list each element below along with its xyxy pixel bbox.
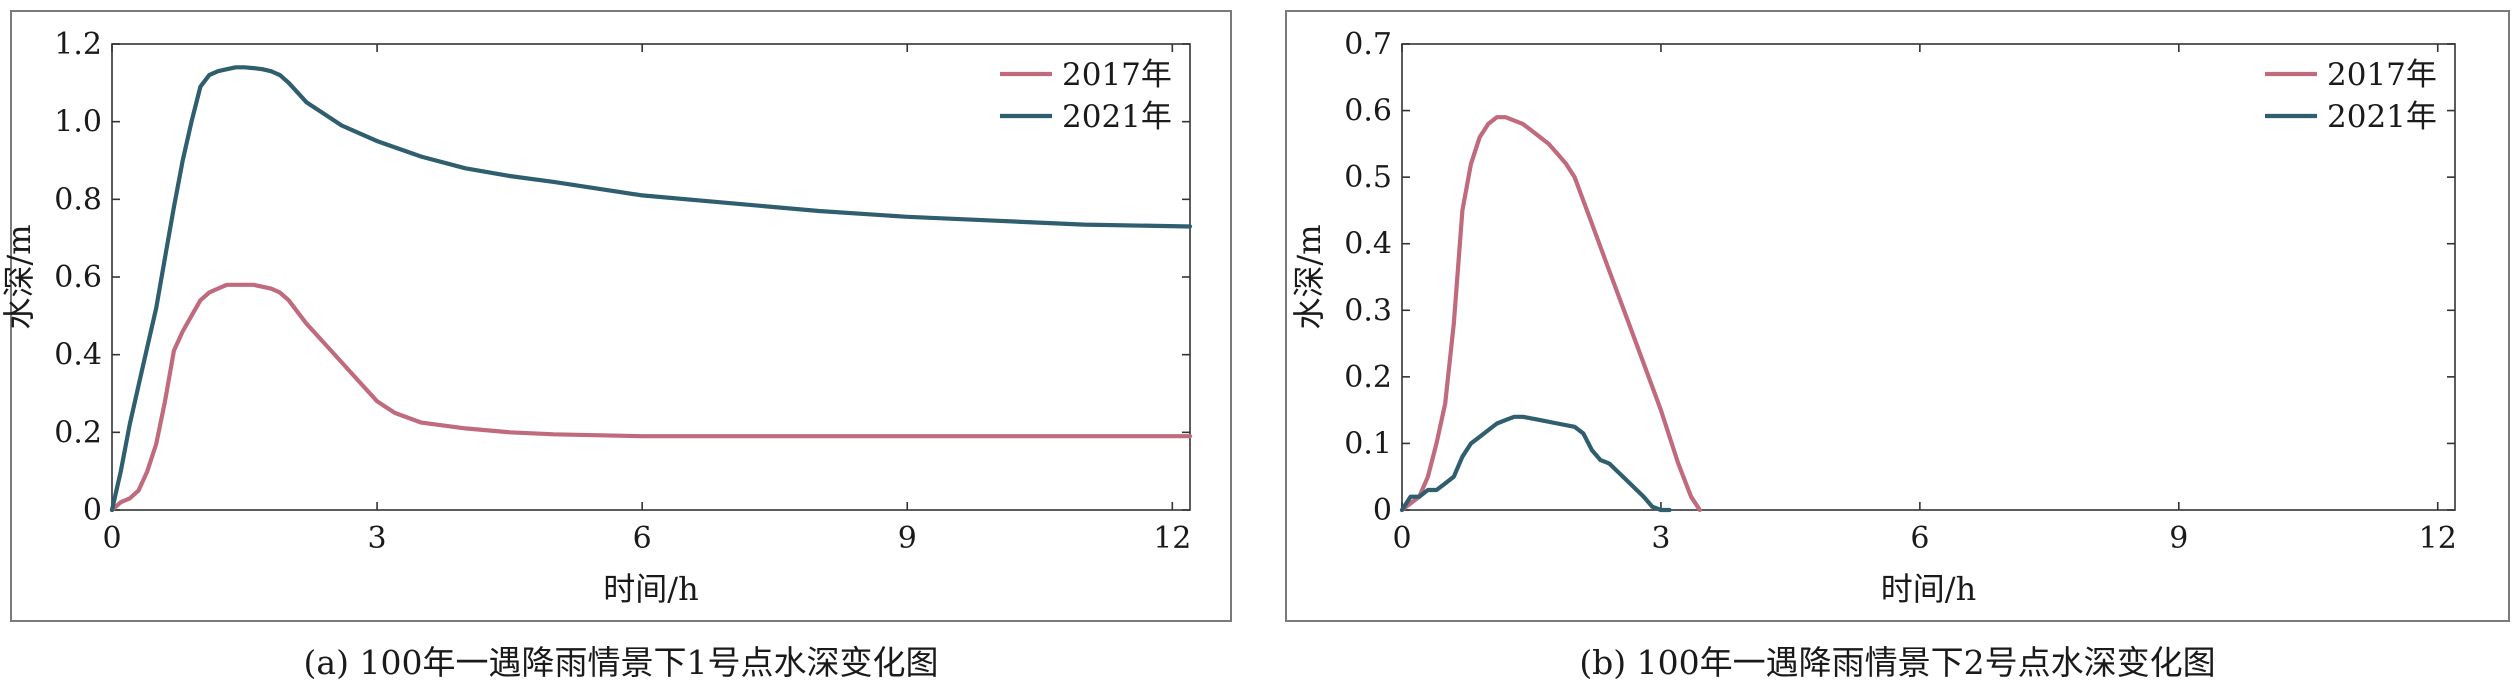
x-tick-label: 9 (898, 521, 917, 556)
caption-a: (a) 100年一遇降雨情景下1号点水深变化图 (303, 643, 939, 682)
plot-frame-b (1401, 43, 2456, 511)
series-line-s2017-b (1399, 115, 1702, 513)
y-tick-label: 0.5 (1344, 160, 1392, 195)
y-axis-title: 水深/m (1290, 224, 1328, 329)
caption-b: (b) 100年一遇降雨情景下2号点水深变化图 (1579, 643, 2216, 682)
y-tick-label: 0.3 (1344, 293, 1392, 328)
chart-a: 0 0.2 0.4 0.6 0.8 1.0 1.2 0 3 6 9 12 时间/h 水深/m 2017年 20… (0, 27, 1193, 608)
x-axis-title: 时间/h (1881, 570, 1976, 608)
y-tick-label: 0.8 (54, 182, 102, 217)
x-tick-label: 3 (1651, 521, 1670, 556)
chart-panel-a (10, 10, 1232, 622)
y-tick-label: 1.2 (54, 27, 102, 62)
y-axis-title: 水深/m (0, 224, 38, 329)
chart-panel-b (1285, 10, 2510, 622)
y-tick-label: 0 (83, 493, 102, 528)
y-tick-label: 0.4 (1344, 227, 1392, 262)
x-tick-label: 9 (2169, 521, 2188, 556)
x-tick-label: 6 (633, 521, 652, 556)
legend-label-s2017: 2017年 (1062, 57, 1172, 93)
x-tick-label: 12 (2419, 521, 2457, 556)
y-tick-label: 0.4 (54, 338, 102, 373)
x-tick-label: 0 (1392, 521, 1411, 556)
y-tick-label: 0.1 (1344, 426, 1392, 461)
series-line-s2017-a (109, 282, 1193, 513)
legend-label-s2017: 2017年 (2327, 57, 2437, 93)
legend-label-s2021: 2021年 (2327, 99, 2437, 135)
x-tick-label: 0 (102, 521, 121, 556)
x-tick-label: 3 (368, 521, 387, 556)
x-tick-label: 12 (1153, 521, 1191, 556)
y-tick-label: 0.6 (54, 260, 102, 295)
series-line-s2021-b (1399, 414, 1672, 513)
y-tick-label: 0.2 (54, 415, 102, 450)
y-tick-label: 0 (1373, 493, 1392, 528)
y-tick-label: 1.0 (54, 105, 102, 140)
chart-b: 0 0.1 0.2 0.3 0.4 0.5 0.6 0.7 0 3 6 9 12 时间/h 水深/m 2017… (1290, 27, 2457, 608)
y-tick-label: 0.6 (1344, 94, 1392, 129)
series-line-s2021-a (109, 65, 1193, 513)
y-tick-label: 0.2 (1344, 360, 1392, 395)
x-axis-title: 时间/h (603, 570, 698, 608)
y-tick-label: 0.7 (1344, 27, 1392, 62)
x-tick-label: 6 (1910, 521, 1929, 556)
legend-label-s2021: 2021年 (1062, 99, 1172, 135)
